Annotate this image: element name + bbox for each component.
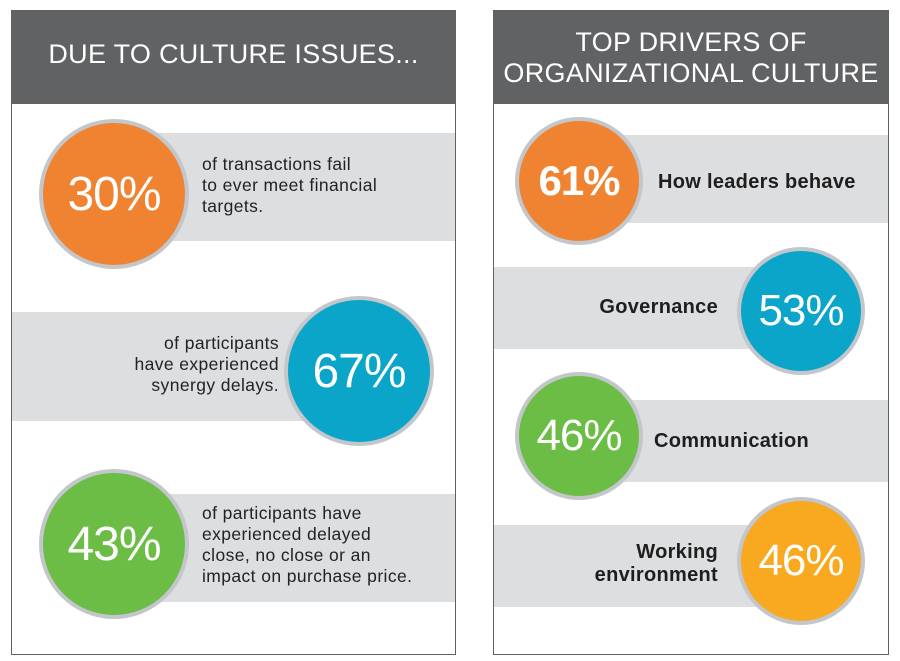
driver-circle: 46%: [515, 372, 643, 500]
driver-band: [594, 400, 888, 482]
driver-label: Governance: [599, 296, 718, 318]
stat-value: 30%: [67, 167, 161, 221]
culture-issues-panel: DUE TO CULTURE ISSUES... 30% of transact…: [11, 10, 456, 655]
stat-circle: 67%: [284, 296, 434, 446]
driver-circle: 46%: [737, 497, 865, 625]
driver-value: 46%: [536, 411, 622, 460]
driver-label: How leaders behave: [658, 171, 856, 193]
driver-band: [494, 525, 784, 607]
panel-title: TOP DRIVERS OF ORGANIZATIONAL CULTURE: [494, 11, 888, 104]
driver-band: [494, 267, 784, 349]
stat-band: [152, 494, 455, 602]
culture-drivers-panel: TOP DRIVERS OF ORGANIZATIONAL CULTURE 61…: [493, 10, 889, 655]
stat-circle: 30%: [39, 119, 189, 269]
stat-band: [12, 312, 332, 421]
stat-circle: 43%: [39, 469, 189, 619]
stat-value: 43%: [67, 517, 161, 571]
driver-band: [594, 135, 888, 223]
stat-description: of transactions fail to ever meet financ…: [202, 154, 378, 216]
driver-circle: 61%: [515, 117, 643, 245]
stat-band: [152, 133, 455, 241]
driver-label: Communication: [654, 430, 810, 452]
stat-description: of participants have experienced delayed…: [202, 503, 413, 586]
driver-value: 61%: [538, 157, 620, 204]
driver-value: 53%: [758, 286, 844, 335]
driver-circle: 53%: [737, 247, 865, 375]
panel-title: DUE TO CULTURE ISSUES...: [12, 11, 455, 104]
driver-value: 46%: [758, 536, 844, 585]
driver-label: Working environment: [594, 541, 718, 586]
stat-value: 67%: [312, 344, 406, 398]
stat-description: of participants have experienced synergy…: [134, 333, 279, 395]
